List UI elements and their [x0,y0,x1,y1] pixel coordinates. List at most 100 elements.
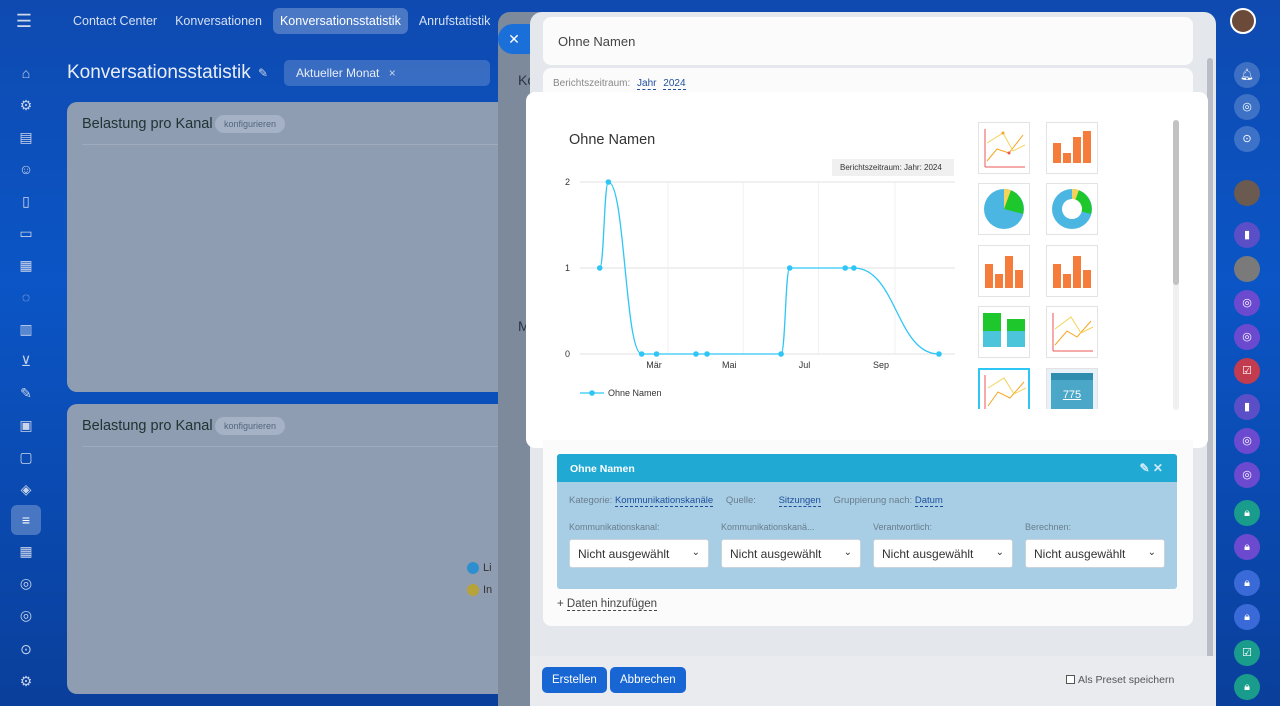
tasks-icon[interactable]: ▤ [19,129,33,145]
group-avatar[interactable] [1234,256,1260,282]
data-point [842,265,849,271]
chart-type-gallery: 775 [978,122,1174,409]
settings-gear-icon[interactable]: ⚙ [19,97,33,113]
cancel-button[interactable]: Abbrechen [610,667,686,693]
lock-icon[interactable]: 🔒︎ [1234,604,1260,630]
openline-icon[interactable]: ◎ [1234,462,1260,488]
calculate-select[interactable]: Nicht ausgewählt ⌄ [1025,539,1165,568]
openline-icon[interactable]: ◎ [1234,324,1260,350]
search-chat-icon[interactable]: ⊙ [1234,126,1260,152]
bell-icon[interactable]: 🔔︎ [1234,62,1260,88]
card-icon[interactable]: ▭ [19,225,33,241]
data-point [778,351,784,357]
chart-type-donut[interactable] [1046,183,1098,235]
period-label: Berichtszeitraum: [553,78,631,89]
tab-anrufstatistik[interactable]: Anrufstatistik [418,14,491,28]
legend-label: Ohne Namen [608,388,662,398]
legend-label: Li [483,562,492,574]
tab-bar: Contact Center Konversationen Konversati… [66,8,497,34]
period-type-link[interactable]: Jahr [637,78,657,90]
left-sidebar: ⌂ ⚙ ▤ ☺ ▯ ▭ ▦ ◌ ▥ ⊻ ✎ ▣ ▢ ◈ ≡ ▦ ◎ ◎ ⊙ ⚙ [0,42,52,706]
pencil-icon[interactable]: ✎ [258,66,269,80]
category-label: Kategorie: [569,495,613,506]
edit-doc-icon[interactable]: ✎ [20,385,32,401]
chart-type-line[interactable] [978,122,1030,174]
chip-close-icon[interactable]: × [388,66,396,80]
chart-type-bar[interactable] [978,245,1030,297]
chart-type-bar[interactable] [1046,122,1098,174]
category-link[interactable]: Kommunikationskanäle [614,495,714,507]
data-point [936,351,942,357]
lock-icon[interactable]: 🔒︎ [1234,570,1260,596]
chat-badge-icon[interactable]: ▮ [1234,394,1260,420]
responsible-select[interactable]: Nicht ausgewählt ⌄ [873,539,1013,568]
cart-icon[interactable]: ⊻ [20,353,32,369]
lock-icon[interactable]: 🔒︎ [1234,674,1260,700]
tab-contact-center[interactable]: Contact Center [73,14,158,28]
create-button[interactable]: Erstellen [542,667,607,693]
sites-icon[interactable]: ⊙ [20,641,32,657]
home-icon[interactable]: ⌂ [21,65,31,81]
menu-icon[interactable]: ☰ [15,11,33,31]
edit-icon[interactable]: ✎ ✕ [1139,461,1163,475]
monitor-icon[interactable]: ▢ [19,449,33,465]
contacts-icon[interactable]: ☺ [18,161,34,177]
channel-sub-select[interactable]: Nicht ausgewählt ⌄ [721,539,861,568]
data-card-meta: Kategorie: Kommunikationskanäle Quelle: … [569,495,953,507]
shield-icon[interactable]: ◈ [20,481,32,497]
robot-icon[interactable]: ◎ [19,575,33,591]
board-icon[interactable]: ▦ [19,257,33,273]
chevron-down-icon: ⌄ [691,547,700,558]
checkbox-icon[interactable] [1066,675,1075,684]
target-icon[interactable]: ◎ [1234,94,1260,120]
period-year-link[interactable]: 2024 [663,78,686,90]
chart-type-line-selected[interactable] [978,368,1030,409]
chart-type-line[interactable] [1046,306,1098,358]
contact-avatar[interactable] [1234,180,1260,206]
tab-konversationsstatistik[interactable]: Konversationsstatistik [272,8,408,34]
chart-type-number[interactable]: 775 [1046,368,1098,409]
tab-konversationen[interactable]: Konversationen [175,14,262,28]
y-tick-label: 0 [565,349,570,359]
add-data-link[interactable]: + Daten hinzufügen [557,598,658,611]
x-tick-label: Mai [722,360,737,370]
channel-select[interactable]: Nicht ausgewählt ⌄ [569,539,709,568]
user-avatar[interactable] [1230,8,1256,34]
gear-icon[interactable]: ⚙ [19,673,33,689]
calendar-icon[interactable]: ▦ [19,543,33,559]
analytics-icon[interactable]: ▥ [19,321,33,337]
y-tick-label: 1 [565,263,570,273]
close-slider-button[interactable]: ✕ [498,24,530,54]
openline-icon[interactable]: ◎ [1234,428,1260,454]
document-icon[interactable]: ▯ [22,193,30,209]
openline-icon[interactable]: ◎ [1234,290,1260,316]
chart-type-bar[interactable] [1046,245,1098,297]
filter-field[interactable]: Aktueller Monat × [284,60,490,86]
filter-label: Verantwortlich: [873,522,933,532]
select-value: Nicht ausgewählt [882,547,974,561]
chart-type-pie[interactable] [978,183,1030,235]
configure-button[interactable]: konfigurieren [215,115,286,133]
contact-center-icon[interactable]: ≡ [11,505,41,535]
gallery-scrollbar[interactable] [1173,120,1179,410]
filter-label: Kommunikationskanä... [721,522,815,532]
check-icon[interactable]: ☑ [1234,640,1260,666]
chart-preview: Ohne Namen Berichtszeitraum: Jahr: 2024 … [534,100,1200,440]
chat-badge-icon[interactable]: ▮ [1234,222,1260,248]
configure-button[interactable]: konfigurieren [215,417,286,435]
period-bar: Berichtszeitraum: Jahr 2024 [543,68,1193,100]
lock-icon[interactable]: 🔒︎ [1234,500,1260,526]
group-link[interactable]: Datum [914,495,943,507]
save-preset-checkbox[interactable]: Als Preset speichern [1066,674,1174,686]
report-name-field[interactable]: Ohne Namen [543,17,1193,65]
source-link[interactable]: Sitzungen [778,495,821,507]
task-icon[interactable]: ☑ [1234,358,1260,384]
lock-icon[interactable]: 🔒︎ [1234,534,1260,560]
panel-scrollbar[interactable] [1207,58,1213,706]
chat-icon[interactable]: ◌ [21,289,31,305]
store-icon[interactable]: ▣ [19,417,33,433]
filter-label: Berechnen: [1025,522,1072,532]
chart-type-stacked-bar[interactable] [978,306,1030,358]
divider [82,144,572,145]
target-icon[interactable]: ◎ [19,607,33,623]
